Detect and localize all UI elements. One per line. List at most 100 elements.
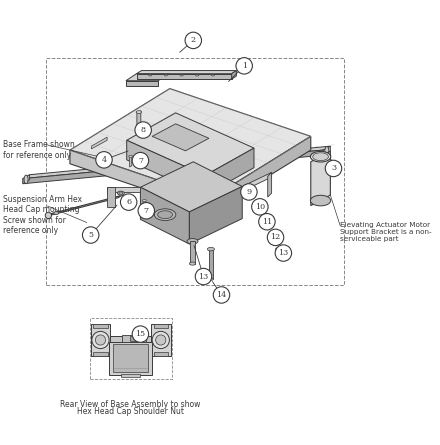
Polygon shape <box>130 336 138 341</box>
Text: Hex Head Cap Shoulder Nut: Hex Head Cap Shoulder Nut <box>77 407 184 416</box>
Polygon shape <box>126 74 170 81</box>
Ellipse shape <box>136 111 142 113</box>
Circle shape <box>252 198 268 215</box>
Circle shape <box>82 227 99 243</box>
Polygon shape <box>151 324 171 356</box>
Polygon shape <box>154 352 168 356</box>
Polygon shape <box>70 150 211 211</box>
Text: 13: 13 <box>198 272 209 280</box>
Ellipse shape <box>211 74 214 76</box>
Text: Suspension Arm Hex
Head Cap mounting
Screw shown for
reference only: Suspension Arm Hex Head Cap mounting Scr… <box>4 195 82 235</box>
Polygon shape <box>92 137 107 149</box>
Circle shape <box>96 152 112 168</box>
Ellipse shape <box>149 74 152 76</box>
Polygon shape <box>209 250 213 279</box>
Ellipse shape <box>196 74 199 76</box>
Ellipse shape <box>325 146 329 155</box>
Text: 14: 14 <box>216 291 227 299</box>
Polygon shape <box>140 162 242 212</box>
Text: 11: 11 <box>262 218 272 226</box>
Ellipse shape <box>143 200 146 202</box>
Circle shape <box>132 152 149 169</box>
Ellipse shape <box>271 232 274 235</box>
Polygon shape <box>47 195 123 216</box>
Polygon shape <box>205 148 254 195</box>
Ellipse shape <box>313 153 328 161</box>
Ellipse shape <box>261 216 268 219</box>
Circle shape <box>92 332 109 348</box>
Text: Base Frame shown
for reference only: Base Frame shown for reference only <box>4 140 75 160</box>
Ellipse shape <box>310 195 331 206</box>
Ellipse shape <box>275 247 282 251</box>
Text: 8: 8 <box>141 126 146 134</box>
Circle shape <box>241 184 257 200</box>
Polygon shape <box>189 186 242 244</box>
Polygon shape <box>323 146 330 155</box>
Polygon shape <box>107 187 140 192</box>
Ellipse shape <box>244 188 250 191</box>
Polygon shape <box>92 336 170 342</box>
Ellipse shape <box>164 74 168 76</box>
Ellipse shape <box>189 262 196 265</box>
Ellipse shape <box>263 217 266 219</box>
Circle shape <box>152 332 169 348</box>
Polygon shape <box>154 324 168 328</box>
Ellipse shape <box>119 192 123 194</box>
Polygon shape <box>23 150 323 184</box>
Text: 9: 9 <box>246 188 252 196</box>
Polygon shape <box>93 352 107 356</box>
Text: 10: 10 <box>255 203 265 211</box>
Polygon shape <box>93 324 107 328</box>
Polygon shape <box>232 71 236 79</box>
Ellipse shape <box>54 211 59 214</box>
Text: 7: 7 <box>138 157 143 165</box>
Ellipse shape <box>256 203 260 205</box>
Text: 1: 1 <box>242 62 247 70</box>
Ellipse shape <box>128 155 132 157</box>
Ellipse shape <box>154 209 176 221</box>
Polygon shape <box>140 187 189 244</box>
Ellipse shape <box>180 74 183 76</box>
Polygon shape <box>268 172 271 197</box>
Text: Elevating Actuator Motor
Support Bracket is a non-
serviceable part: Elevating Actuator Motor Support Bracket… <box>340 222 432 243</box>
Circle shape <box>268 229 284 246</box>
Text: 12: 12 <box>271 233 281 241</box>
Circle shape <box>236 57 253 74</box>
Polygon shape <box>91 324 110 356</box>
Ellipse shape <box>136 130 142 133</box>
Ellipse shape <box>45 212 51 218</box>
Polygon shape <box>311 151 330 206</box>
Polygon shape <box>121 374 140 377</box>
Circle shape <box>185 32 202 49</box>
Polygon shape <box>136 74 232 79</box>
Polygon shape <box>137 111 141 133</box>
Ellipse shape <box>117 191 125 195</box>
Ellipse shape <box>187 239 198 244</box>
Ellipse shape <box>158 211 172 218</box>
Circle shape <box>259 214 275 230</box>
Text: 13: 13 <box>278 249 289 257</box>
Text: Rear View of Base Assembly to show: Rear View of Base Assembly to show <box>60 400 201 409</box>
Polygon shape <box>127 113 254 175</box>
Text: 5: 5 <box>88 231 93 239</box>
Text: 3: 3 <box>331 165 336 173</box>
Ellipse shape <box>310 151 331 162</box>
Circle shape <box>195 268 212 285</box>
Circle shape <box>135 122 151 138</box>
Text: 6: 6 <box>126 198 131 206</box>
Circle shape <box>95 335 106 345</box>
Polygon shape <box>23 146 330 178</box>
Polygon shape <box>122 335 146 342</box>
Ellipse shape <box>277 248 280 250</box>
Circle shape <box>213 287 230 303</box>
Ellipse shape <box>24 175 28 184</box>
Text: 15: 15 <box>136 330 146 338</box>
Polygon shape <box>152 124 209 151</box>
Polygon shape <box>242 172 271 191</box>
Text: 4: 4 <box>102 156 106 164</box>
Polygon shape <box>109 342 152 375</box>
Circle shape <box>156 335 166 345</box>
Ellipse shape <box>269 232 275 235</box>
Polygon shape <box>127 140 205 195</box>
Polygon shape <box>113 344 148 372</box>
